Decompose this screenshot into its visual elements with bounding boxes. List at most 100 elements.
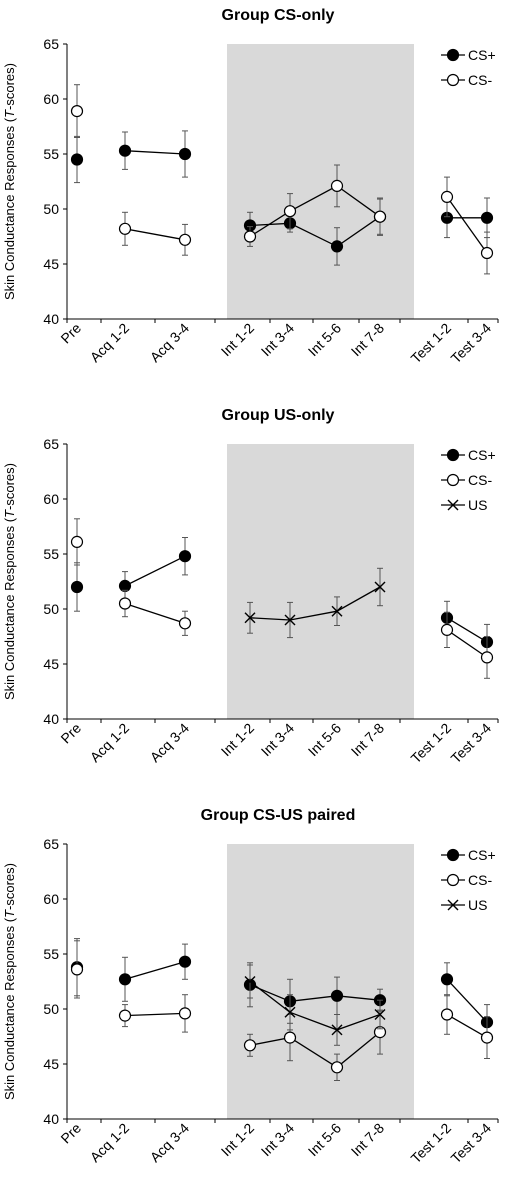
- series-line: [249, 185, 381, 238]
- data-point: [330, 240, 344, 253]
- legend-marker: [446, 848, 460, 862]
- series-CS+: [70, 537, 494, 661]
- data-point: [70, 104, 84, 118]
- legend-marker: [446, 473, 460, 487]
- data-point: [70, 153, 84, 166]
- legend-item-CS+: CS+: [441, 447, 496, 463]
- data-point: [178, 550, 192, 563]
- data-point: [373, 210, 387, 223]
- series-line: [446, 1013, 488, 1039]
- data-point: [118, 1009, 132, 1022]
- chart-panel-3: Group CS-US paired Skin Conductance Respo…: [2, 807, 499, 1167]
- y-tick-label: 60: [43, 491, 59, 507]
- y-axis-label-main: Skin Conductance Responses (: [2, 917, 17, 1100]
- legend-label: CS-: [468, 872, 492, 888]
- data-point: [178, 147, 192, 161]
- series-line: [249, 980, 381, 1031]
- x-tick-label: Pre: [57, 1120, 84, 1147]
- data-point: [440, 973, 454, 986]
- legend-marker: [446, 48, 460, 62]
- x-tick-label: Acq 3-4: [147, 720, 193, 766]
- y-axis-label-tail: -scores): [2, 863, 17, 910]
- legend-item-CS+: CS+: [441, 847, 496, 863]
- series-line: [124, 150, 186, 155]
- y-axis-label: Skin Conductance Responses (T-scores): [2, 463, 17, 700]
- x-tick-label: Test 1-2: [408, 320, 455, 367]
- x-tick-label: Test 3-4: [448, 720, 495, 767]
- data-point: [440, 190, 454, 203]
- data-point: [70, 963, 84, 976]
- y-axis-label-main: Skin Conductance Responses (: [2, 117, 17, 300]
- x-tick-label: Int 1-2: [218, 320, 258, 360]
- y-tick-label: 65: [43, 436, 59, 452]
- y-axis-label: Skin Conductance Responses (T-scores): [2, 63, 17, 300]
- y-axis-label-tail: -scores): [2, 63, 17, 110]
- y-tick-label: 50: [43, 1001, 59, 1017]
- y-tick-label: 55: [43, 146, 59, 162]
- data-point: [330, 1061, 344, 1074]
- data-point: [284, 1006, 296, 1018]
- y-tick-label: 40: [43, 311, 59, 327]
- x-tick-label: Acq 3-4: [147, 320, 193, 366]
- data-point: [118, 973, 132, 986]
- data-point: [331, 605, 343, 617]
- shaded-region: [227, 44, 414, 319]
- data-point: [374, 1009, 386, 1020]
- x-tick-label: Int 7-8: [348, 720, 388, 760]
- x-tick-label: Int 5-6: [305, 320, 345, 360]
- data-point: [330, 989, 344, 1002]
- data-point: [440, 623, 454, 637]
- x-tick-label: Int 7-8: [348, 1120, 388, 1160]
- legend-item-CS-: CS-: [441, 872, 492, 888]
- x-tick-label: Acq 1-2: [87, 320, 133, 366]
- series-CS-: [70, 518, 494, 679]
- chart-panel-2: Group US-only Skin Conductance Responses …: [2, 407, 499, 767]
- data-point: [243, 230, 257, 243]
- series-line: [446, 617, 488, 643]
- data-point: [70, 535, 84, 549]
- data-point: [480, 1031, 494, 1044]
- shaded-region: [227, 844, 414, 1119]
- legend-marker: [447, 499, 459, 511]
- data-point: [244, 976, 256, 987]
- series-line: [124, 961, 186, 980]
- chart-title: Group CS-only: [222, 7, 335, 24]
- y-tick-label: 45: [43, 1056, 59, 1072]
- x-tick-label: Int 3-4: [258, 1120, 298, 1160]
- x-tick-label: Test 3-4: [448, 1120, 495, 1167]
- data-point: [178, 955, 192, 968]
- x-tick-label: Test 1-2: [408, 1120, 455, 1167]
- series-CS-: [70, 940, 494, 1081]
- data-point: [480, 651, 494, 664]
- data-point: [330, 179, 344, 192]
- legend-marker: [446, 73, 460, 87]
- y-axis-label-tail: -scores): [2, 463, 17, 510]
- x-tick-label: Pre: [57, 720, 84, 747]
- shaded-region: [227, 444, 414, 719]
- x-tick-label: Int 5-6: [305, 1120, 345, 1160]
- y-axis-label-italic: T: [2, 509, 17, 518]
- y-axis-label: Skin Conductance Responses (T-scores): [2, 863, 17, 1100]
- x-tick-label: Acq 1-2: [87, 1120, 133, 1166]
- series-line: [249, 586, 381, 621]
- data-point: [178, 617, 192, 630]
- y-tick-label: 55: [43, 946, 59, 962]
- legend-item-CS-: CS-: [441, 72, 492, 88]
- data-point: [70, 580, 84, 594]
- x-tick-label: Test 3-4: [448, 320, 495, 367]
- chart-title: Group US-only: [222, 407, 335, 424]
- y-tick-label: 40: [43, 711, 59, 727]
- y-tick-label: 65: [43, 36, 59, 52]
- data-point: [283, 1031, 297, 1044]
- data-point: [178, 233, 192, 246]
- data-point: [118, 144, 132, 157]
- x-tick-label: Int 5-6: [305, 720, 345, 760]
- legend-label: CS-: [468, 472, 492, 488]
- y-tick-label: 40: [43, 1111, 59, 1127]
- series-line: [249, 984, 381, 1002]
- x-tick-label: Acq 1-2: [87, 720, 133, 766]
- series-line: [446, 629, 488, 658]
- y-tick-label: 65: [43, 836, 59, 852]
- data-point: [244, 612, 256, 624]
